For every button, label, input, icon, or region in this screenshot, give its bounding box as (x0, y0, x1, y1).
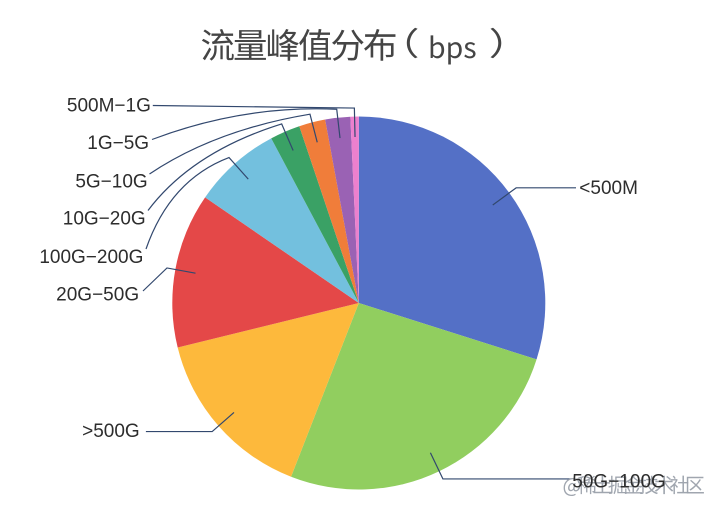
svg-text:>500G: >500G (82, 421, 140, 442)
svg-text:10G−20G: 10G−20G (63, 209, 146, 230)
svg-text:20G−50G: 20G−50G (56, 284, 139, 305)
svg-text:1G−5G: 1G−5G (87, 133, 149, 154)
svg-text:100G−200G: 100G−200G (39, 247, 143, 268)
svg-text:5G−10G: 5G−10G (75, 171, 147, 192)
svg-text:500M−1G: 500M−1G (67, 95, 151, 116)
svg-text:50G−100G: 50G−100G (572, 471, 666, 492)
svg-text:<500M: <500M (579, 178, 638, 199)
